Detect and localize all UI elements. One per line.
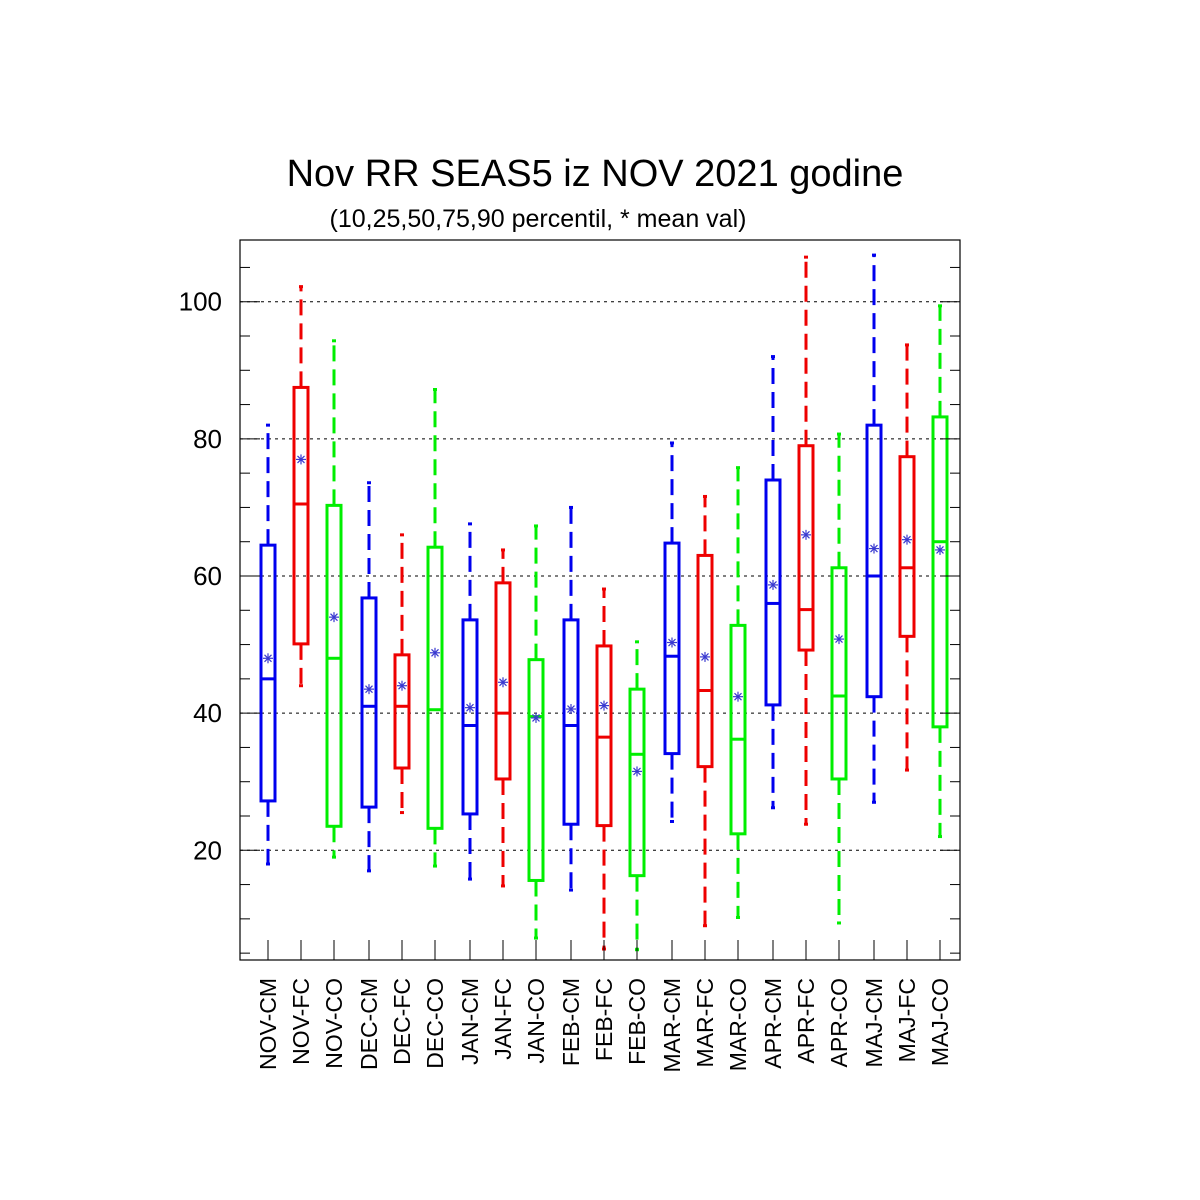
mean-marker-mar-co (733, 691, 743, 702)
iqr-box-nov-co (325, 503, 343, 828)
ytick-label-100: 100 (179, 287, 222, 317)
iqr-box-maj-co (931, 415, 949, 729)
mean-marker-feb-cm (566, 704, 576, 715)
mean-marker-jan-co (531, 712, 541, 723)
xtick-label-maj-cm: MAJ-CM (861, 978, 887, 1067)
xtick-label-maj-fc: MAJ-FC (894, 978, 920, 1062)
box-apr-cm (764, 355, 782, 810)
xtick-label-jan-fc: JAN-FC (490, 978, 516, 1060)
mean-marker-nov-cm (263, 653, 273, 664)
iqr-box-nov-fc (292, 385, 310, 646)
xtick-label-mar-cm: MAR-CM (659, 978, 685, 1073)
box-jan-fc (494, 548, 512, 888)
mean-marker-feb-fc (599, 700, 609, 711)
iqr-box-maj-cm (865, 423, 883, 699)
iqr-box-apr-fc (797, 444, 815, 652)
xtick-label-feb-co: FEB-CO (624, 978, 650, 1065)
mean-marker-dec-fc (397, 680, 407, 691)
ytick-label-20: 20 (193, 835, 222, 865)
xtick-label-jan-co: JAN-CO (523, 978, 549, 1064)
iqr-box-mar-fc (696, 553, 714, 769)
xtick-label-mar-co: MAR-CO (725, 978, 751, 1071)
box-mar-cm (663, 441, 681, 823)
mean-marker-maj-fc (902, 534, 912, 545)
grid-lines (240, 301, 960, 851)
mean-marker-apr-fc (801, 529, 811, 540)
iqr-box-nov-cm (259, 543, 277, 803)
box-dec-co (426, 387, 444, 868)
xtick-label-nov-fc: NOV-FC (288, 978, 314, 1065)
plot-frame (239, 239, 961, 961)
iqr-box-jan-fc (494, 581, 512, 781)
chart-title: Nov RR SEAS5 iz NOV 2021 godine (287, 153, 904, 195)
iqr-box-jan-cm (461, 618, 479, 816)
xtick-label-dec-cm: DEC-CM (356, 978, 382, 1070)
mean-marker-maj-co (935, 544, 945, 555)
iqr-box-mar-co (729, 623, 747, 836)
mean-marker-apr-cm (768, 579, 778, 590)
mean-marker-mar-cm (667, 637, 677, 648)
xtick-label-mar-fc: MAR-FC (692, 978, 718, 1067)
box-nov-co (325, 339, 343, 859)
mean-marker-nov-co (329, 612, 339, 623)
iqr-box-feb-cm (562, 618, 580, 826)
iqr-box-dec-fc (393, 653, 411, 770)
box-layer (259, 253, 949, 952)
chart-subtitle: (10,25,50,75,90 percentil, * mean val) (330, 205, 747, 233)
iqr-box-mar-cm (663, 541, 681, 756)
ytick-label-60: 60 (193, 561, 222, 591)
box-mar-fc (696, 494, 714, 928)
box-mar-co (729, 466, 747, 919)
xtick-label-jan-cm: JAN-CM (457, 978, 483, 1065)
ytick-label-40: 40 (193, 698, 222, 728)
box-apr-co (830, 432, 848, 925)
box-jan-co (527, 524, 545, 940)
xtick-label-feb-fc: FEB-FC (591, 978, 617, 1061)
box-dec-fc (393, 533, 411, 815)
ytick-label-80: 80 (193, 424, 222, 454)
xtick-label-nov-cm: NOV-CM (255, 978, 281, 1070)
box-jan-cm (461, 522, 479, 881)
iqr-box-feb-co (628, 687, 646, 878)
iqr-box-jan-co (527, 658, 545, 882)
mean-marker-maj-cm (869, 543, 879, 554)
mean-marker-jan-cm (465, 702, 475, 713)
box-maj-co (931, 304, 949, 839)
box-maj-cm (865, 253, 883, 804)
iqr-box-apr-cm (764, 478, 782, 707)
mean-marker-feb-co (632, 766, 642, 777)
box-dec-cm (360, 481, 378, 873)
xtick-label-feb-cm: FEB-CM (558, 978, 584, 1066)
xtick-label-apr-fc: APR-FC (793, 978, 819, 1064)
box-feb-co (628, 640, 646, 952)
mean-marker-dec-co (430, 647, 440, 658)
xtick-label-dec-co: DEC-CO (422, 978, 448, 1069)
axis-labels: 20 40 60 80 100 NOV-CM NOV-FC NOV-CO DEC-CM DEC-F… (179, 287, 953, 1073)
mean-marker-apr-co (834, 634, 844, 645)
box-maj-fc (898, 343, 916, 772)
xtick-label-dec-fc: DEC-FC (389, 978, 415, 1065)
xtick-label-apr-cm: APR-CM (760, 978, 786, 1069)
box-apr-fc (797, 255, 815, 826)
xtick-label-nov-co: NOV-CO (321, 978, 347, 1069)
iqr-box-dec-co (426, 545, 444, 830)
xtick-label-maj-co: MAJ-CO (927, 978, 953, 1066)
axis-ticks (240, 266, 960, 960)
xtick-label-apr-co: APR-CO (826, 978, 852, 1067)
box-nov-fc (292, 285, 310, 688)
box-feb-fc (595, 587, 613, 951)
box-feb-cm (562, 505, 580, 892)
iqr-box-dec-cm (360, 596, 378, 809)
box-nov-cm (259, 423, 277, 866)
iqr-box-apr-co (830, 566, 848, 781)
iqr-box-maj-fc (898, 455, 916, 638)
mean-marker-mar-fc (700, 651, 710, 662)
mean-marker-nov-fc (296, 454, 306, 465)
mean-marker-dec-cm (364, 684, 374, 695)
mean-marker-jan-fc (498, 677, 508, 688)
